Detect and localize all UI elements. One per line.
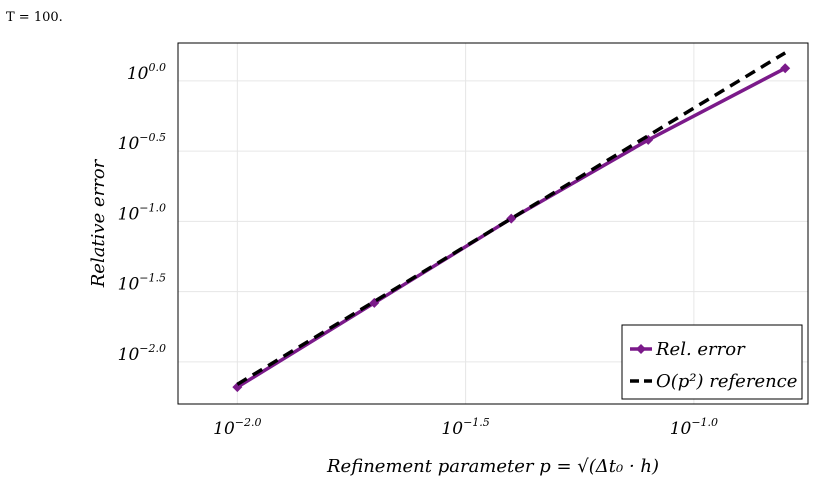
series-layer [232,51,791,393]
legend-label-reference: O(p²) reference [656,371,797,392]
y-tick-label: 10−0.5 [118,131,166,154]
x-tick-label: 10−2.0 [213,416,261,439]
figure-caption: T = 100. [6,10,63,25]
y-axis-title: Relative error [88,158,109,288]
x-tick-label: 10−1.5 [441,416,489,439]
x-tick-label: 10−1.0 [670,416,718,439]
x-axis-title: Refinement parameter p = √(Δt₀ · h) [326,456,659,477]
y-tick-label: 10−1.0 [118,201,166,224]
legend-label-rel-error: Rel. error [655,339,746,360]
y-tick-label: 100.0 [127,61,166,84]
legend-marker-rel-error [636,344,646,354]
plot-frame [177,42,809,405]
legend: Rel. error O(p²) reference [621,324,803,400]
rel-error-marker [780,63,791,74]
legend-box [621,324,803,400]
tick-layer: 10−2.0 10−1.5 10−1.0 100.0 10−0.5 10−1.0 10−1.… [118,61,718,439]
y-tick-label: 10−2.0 [118,342,166,365]
y-tick-label: 10−1.5 [118,272,166,295]
